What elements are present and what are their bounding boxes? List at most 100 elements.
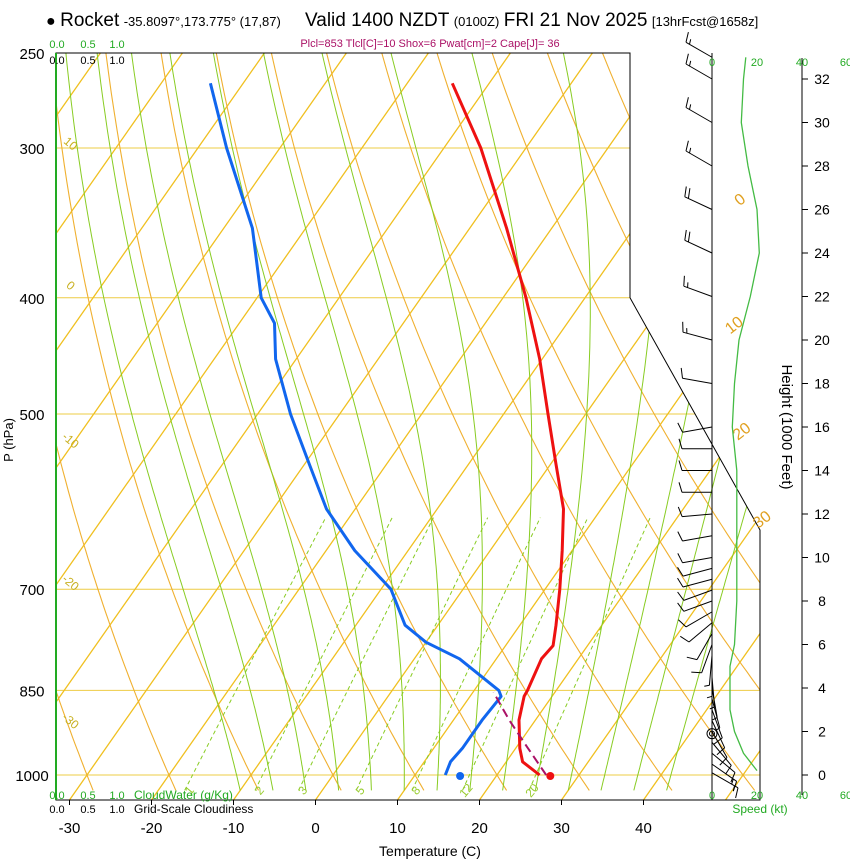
speed-tick-bottom: 60 bbox=[840, 790, 850, 802]
dry-adiabat-line bbox=[702, 53, 760, 791]
mixing-ratio-label: 2 bbox=[252, 783, 267, 797]
wind-speed-line bbox=[729, 57, 760, 771]
height-tick-label: 8 bbox=[818, 593, 826, 609]
wind-barb bbox=[684, 186, 713, 210]
wind-barb bbox=[680, 622, 713, 643]
surface-temperature-point bbox=[546, 772, 555, 780]
cloudiness-tick-top: 0.0 bbox=[49, 55, 64, 67]
dry-adiabat-line bbox=[757, 53, 760, 791]
cloud-water-tick-top: 1.0 bbox=[109, 39, 124, 51]
wind-barb bbox=[704, 655, 713, 687]
height-tick-label: 30 bbox=[814, 115, 830, 131]
dewpoint-line bbox=[208, 82, 503, 776]
wind-barb bbox=[677, 577, 713, 588]
valid-time-header: Valid 1400 NZDT (0100Z) FRI 21 Nov 2025 … bbox=[305, 10, 758, 32]
height-tick-label: 16 bbox=[814, 419, 830, 435]
wind-barb bbox=[677, 506, 713, 518]
pressure-tick-label: 300 bbox=[19, 141, 44, 158]
cloudiness-label: Grid-Scale Cloudiness bbox=[134, 802, 253, 816]
moist-adiabat-line bbox=[96, 53, 274, 791]
height-tick-label: 28 bbox=[814, 158, 830, 174]
temp-tick-label: 0 bbox=[311, 820, 319, 837]
cloudiness-tick-bottom: 1.0 bbox=[109, 804, 124, 816]
stability-indices: Plcl=853 Tlcl[C]=10 Shox=6 Pwat[cm]=2 Ca… bbox=[300, 38, 559, 50]
pressure-tick-label: 1000 bbox=[15, 768, 48, 785]
moist-adiabat-line bbox=[600, 53, 743, 791]
temp-tick-label: -20 bbox=[141, 820, 163, 837]
isotherm-line bbox=[56, 53, 183, 800]
plot-frame bbox=[55, 52, 761, 801]
forecast-info: [13hrFcst@1658z] bbox=[651, 14, 759, 29]
speed-tick-bottom: 40 bbox=[796, 790, 808, 802]
height-tick-label: 4 bbox=[818, 680, 826, 696]
temp-tick-label: -10 bbox=[223, 820, 245, 837]
parcel-line bbox=[492, 691, 548, 776]
cloudiness-tick-top: 1.0 bbox=[109, 55, 124, 67]
dry-adiabat-label: -10 bbox=[59, 429, 82, 451]
pressure-tick-label: 400 bbox=[19, 291, 44, 308]
height-tick-label: 32 bbox=[814, 71, 830, 87]
cloudiness-tick-top: 0.5 bbox=[80, 55, 95, 67]
dry-adiabat-line bbox=[266, 53, 590, 791]
mixing-ratio-line bbox=[254, 517, 393, 791]
dry-adiabat-line bbox=[648, 53, 760, 791]
wind-barb bbox=[711, 709, 723, 745]
wind-barb bbox=[678, 482, 713, 493]
height-tick-label: 24 bbox=[814, 245, 830, 261]
isotherm-line bbox=[560, 53, 760, 800]
wind-barb bbox=[677, 567, 713, 577]
wind-barb bbox=[680, 367, 713, 384]
moist-adiabat-line bbox=[169, 53, 340, 791]
isotherm-line bbox=[150, 53, 675, 800]
wind-barb bbox=[677, 531, 713, 542]
dry-adiabat-line bbox=[0, 32, 10, 791]
wind-barb bbox=[685, 53, 713, 80]
isotherm-line bbox=[396, 53, 760, 800]
wind-barb bbox=[686, 633, 713, 661]
dry-adiabat-line bbox=[102, 53, 342, 791]
valid-date: FRI 21 Nov 2025 bbox=[503, 10, 648, 31]
speed-tick-top: 60 bbox=[840, 57, 850, 69]
wind-barb bbox=[678, 611, 713, 628]
mixing-ratio-line bbox=[528, 517, 651, 791]
height-tick-label: 10 bbox=[814, 550, 830, 566]
mixing-ratio-label: 12 bbox=[456, 781, 476, 800]
dry-adiabat-line bbox=[211, 53, 508, 791]
isotherm-line bbox=[56, 53, 347, 800]
height-tick-label: 6 bbox=[818, 637, 826, 653]
wind-barb bbox=[678, 438, 713, 450]
surface-dewpoint-point bbox=[456, 772, 465, 780]
dry-adiabat-label: -30 bbox=[59, 710, 82, 732]
wind-barb bbox=[711, 742, 732, 775]
wind-barb bbox=[684, 229, 713, 254]
temp-tick-label: 10 bbox=[389, 820, 406, 837]
valid-utc: (0100Z) bbox=[453, 14, 500, 29]
speed-tick-top: 20 bbox=[751, 57, 763, 69]
isotherm-line bbox=[68, 53, 593, 800]
cloud-water-tick-top: 0.5 bbox=[80, 39, 95, 51]
wind-barb bbox=[711, 772, 739, 799]
plot-area bbox=[0, 32, 760, 800]
isotherm-label: 0 bbox=[732, 191, 750, 210]
moist-adiabat-line bbox=[390, 53, 483, 791]
wind-barb bbox=[685, 97, 713, 123]
cloud-water-tick-bottom: 0.0 bbox=[49, 790, 64, 802]
station-name: Rocket bbox=[60, 10, 120, 31]
moist-adiabat-line bbox=[534, 53, 591, 791]
station-dot-icon: ● bbox=[46, 13, 56, 30]
dry-adiabat-line bbox=[375, 53, 756, 791]
temperature-line bbox=[450, 82, 565, 777]
cloudiness-tick-bottom: 0.0 bbox=[49, 804, 64, 816]
dry-adiabat-line bbox=[157, 53, 425, 791]
cloud-water-tick-bottom: 1.0 bbox=[109, 790, 124, 802]
cloud-water-tick-bottom: 0.5 bbox=[80, 790, 95, 802]
speed-axis-label: Speed (kt) bbox=[732, 802, 787, 816]
temp-tick-label: 20 bbox=[471, 820, 488, 837]
height-tick-label: 22 bbox=[814, 289, 830, 305]
mixing-ratio-label: 5 bbox=[353, 783, 368, 797]
moist-adiabat-line bbox=[263, 53, 405, 791]
wind-barb bbox=[706, 666, 713, 699]
mixing-ratio-label: 20 bbox=[522, 781, 542, 800]
dry-adiabat-line bbox=[320, 53, 673, 791]
